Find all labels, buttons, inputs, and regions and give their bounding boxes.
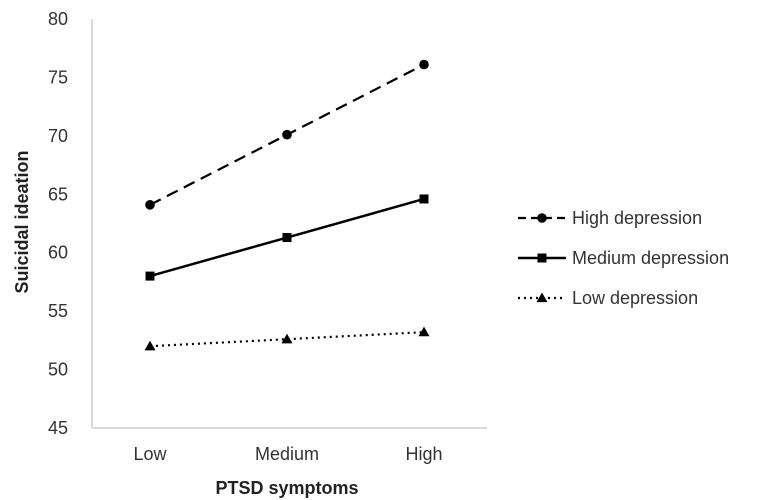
- x-tick-label: High: [405, 444, 442, 464]
- legend-marker: [537, 253, 547, 263]
- x-axis-title: PTSD symptoms: [215, 478, 358, 498]
- x-tick-label: Medium: [255, 444, 319, 464]
- y-tick-label: 50: [48, 360, 68, 380]
- data-point-medium-depression: [282, 233, 292, 243]
- legend-label: Low depression: [572, 288, 698, 308]
- x-tick-labels: Low Medium High: [133, 444, 442, 464]
- legend-label: High depression: [572, 208, 702, 228]
- data-point-high-depression: [419, 59, 429, 70]
- y-tick-label: 75: [48, 67, 68, 87]
- legend-marker: [536, 292, 548, 303]
- y-tick-label: 80: [48, 9, 68, 29]
- data-point-medium-depression: [419, 194, 429, 204]
- y-axis-title: Suicidal ideation: [12, 150, 32, 293]
- data-point-low-depression: [144, 340, 156, 351]
- legend-item-high-depression: High depression: [518, 208, 702, 228]
- data-point-medium-depression: [145, 271, 155, 281]
- legend: High depression Medium depression Low depr…: [518, 208, 729, 308]
- y-tick-label: 65: [48, 184, 68, 204]
- data-point-high-depression: [282, 129, 292, 140]
- y-tick-label: 60: [48, 243, 68, 263]
- data-point-low-depression: [418, 326, 430, 337]
- data-point-low-depression: [281, 333, 293, 344]
- series-layer: [144, 59, 430, 351]
- legend-label: Medium depression: [572, 248, 729, 268]
- data-point-high-depression: [145, 200, 155, 210]
- series-line-low-depression: [149, 331, 425, 348]
- legend-item-medium-depression: Medium depression: [518, 248, 729, 268]
- y-tick-label: 55: [48, 301, 68, 321]
- x-tick-label: Low: [133, 444, 167, 464]
- legend-marker: [537, 213, 547, 223]
- legend-item-low-depression: Low depression: [518, 288, 698, 308]
- y-tick-label: 45: [48, 418, 68, 438]
- y-tick-label: 70: [48, 126, 68, 146]
- y-tick-labels: 45 50 55 60 65 70 75 80: [48, 9, 68, 438]
